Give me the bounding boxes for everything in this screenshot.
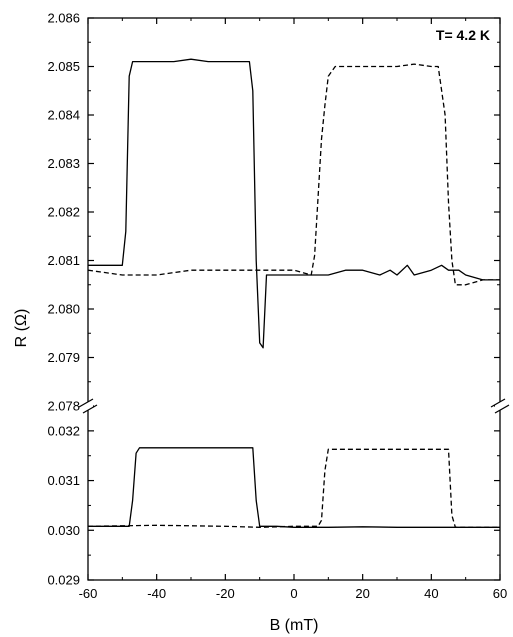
x-axis-label: B (mT) [270,617,319,634]
series-line-lower-solid [88,447,500,528]
x-tick-label: -40 [147,586,166,601]
plot-frame [87,17,501,581]
axis-break-slash [82,404,98,414]
y-tick-label: 2.080 [47,302,80,317]
x-tick-label: 0 [290,586,297,601]
y-tick-label: 2.078 [47,399,80,414]
y-tick-label: 0.029 [47,573,80,588]
y-tick-label: 2.081 [47,253,80,268]
temperature-annotation: T= 4.2 K [436,27,490,43]
x-tick-label: 60 [493,586,507,601]
axis-break-slash [78,398,94,408]
y-tick-label: 2.083 [47,156,80,171]
labels-layer: -60 -40 -20 0 20 40 60 2.078 2.079 2.080 2.081 2.08… [47,11,507,602]
x-tick-label: -20 [216,586,235,601]
axis-break-slash [494,404,510,414]
y-axis-label: R (Ω) [13,309,30,348]
ticks-layer [87,17,501,581]
y-tick-label: 2.086 [47,11,80,26]
x-tick-label: 20 [355,586,369,601]
y-tick-label: 2.079 [47,350,80,365]
series-line-upper-solid [88,58,500,349]
y-tick-label: 0.031 [47,473,80,488]
series-line-lower-dashed [87,448,500,528]
y-tick-label: 2.084 [47,108,80,123]
y-tick-label: 0.032 [47,423,80,438]
axis-break-gap [83,402,93,410]
x-tick-label: -60 [79,586,98,601]
x-tick-label: 40 [424,586,438,601]
y-tick-label: 2.082 [47,205,80,220]
y-tick-label: 2.085 [47,59,80,74]
series-line-upper-dashed [87,63,500,286]
lines-layer [87,58,500,528]
axis-break-marks [78,398,510,414]
axis-break-slash [490,398,506,408]
axis-break-gap [495,402,505,410]
y-tick-label: 0.030 [47,523,80,538]
